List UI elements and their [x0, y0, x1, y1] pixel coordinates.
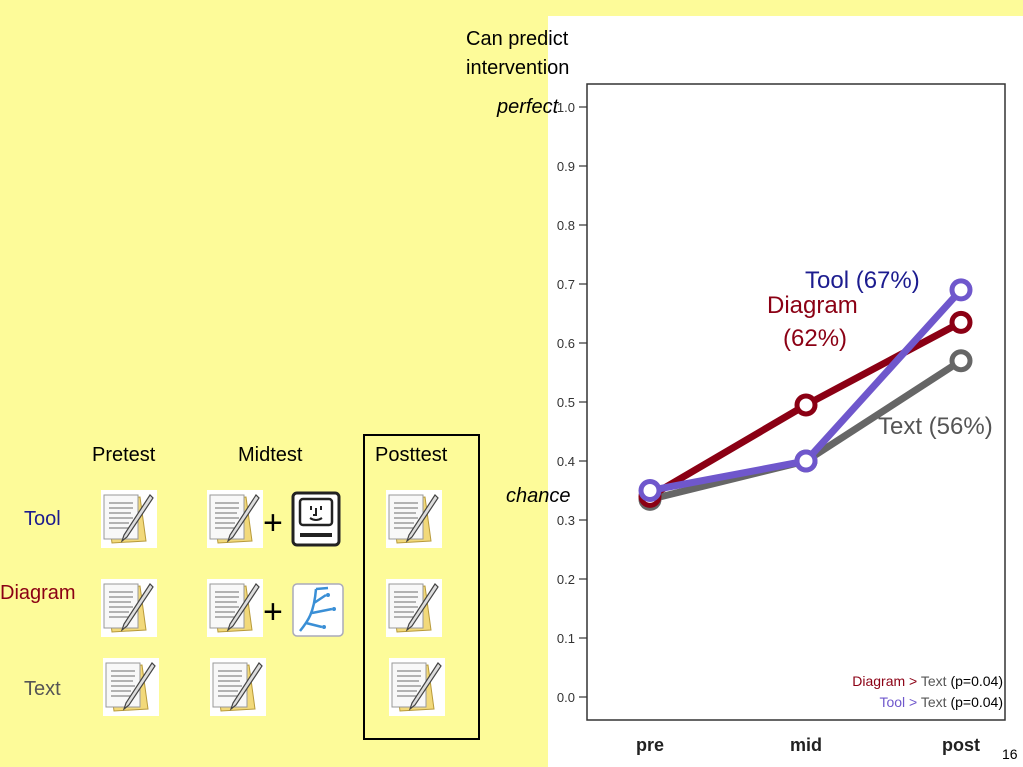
significance-note-tool: Tool > Text (p=0.04) [879, 694, 1003, 710]
y-tick-label: 0.1 [557, 631, 575, 646]
sig-diagram: Diagram [852, 673, 906, 689]
chance-annotation: chance [506, 485, 571, 507]
plus-sign-diagram: + [263, 593, 283, 631]
x-tick-label: mid [790, 735, 822, 755]
document-icon [102, 657, 160, 717]
x-tick-label: pre [636, 735, 664, 755]
data-point-tool [794, 449, 818, 473]
y-tick-label: 0.7 [557, 277, 575, 292]
y-tick-label: 0.8 [557, 218, 575, 233]
data-point-tool [638, 479, 662, 502]
y-tick-label: 0.6 [557, 336, 575, 351]
text-series-label: Text (56%) [878, 413, 993, 440]
data-point-text [949, 349, 973, 373]
midtest-header: Midtest [238, 444, 303, 466]
sig-op-2: > [905, 694, 921, 710]
diagram-series-label-line2: (62%) [783, 325, 848, 352]
document-icon [385, 489, 443, 549]
y-tick-label: 0.2 [557, 572, 575, 587]
document-icon [206, 578, 264, 638]
posttest-box [363, 434, 480, 740]
row-label-diagram: Diagram [0, 582, 76, 604]
pretest-header: Pretest [92, 444, 156, 466]
data-point-diagram [949, 310, 973, 334]
document-icon [100, 489, 158, 549]
sig-text-1: Text [920, 673, 947, 689]
significance-note-diagram: Diagram > Text (p=0.04) [852, 673, 1003, 689]
chart-panel [548, 16, 1023, 767]
diagram-icon [292, 583, 344, 637]
y-axis-label-line2: intervention [466, 57, 570, 79]
document-icon [388, 657, 446, 717]
data-point-diagram [794, 393, 818, 417]
perfect-annotation: perfect [497, 96, 559, 118]
page-number: 16 [1002, 746, 1018, 762]
y-tick-label: 0.4 [557, 454, 575, 469]
posttest-header: Posttest [375, 444, 448, 466]
y-axis-label-line1: Can predict [466, 28, 569, 50]
sig-p-1: (p=0.04) [946, 673, 1003, 689]
sig-tool: Tool [879, 694, 906, 710]
document-icon [206, 489, 264, 549]
document-icon [100, 578, 158, 638]
document-icon [385, 578, 443, 638]
y-tick-label: 0.9 [557, 159, 575, 174]
diagram-series-label-line1: Diagram [767, 292, 858, 319]
x-tick-label: post [942, 735, 980, 755]
y-tick-label: 0.5 [557, 395, 575, 410]
row-label-tool: Tool [24, 508, 61, 530]
sig-op-1: > [905, 673, 921, 689]
tool-series-label: Tool (67%) [805, 267, 920, 294]
sig-p-2: (p=0.04) [946, 694, 1003, 710]
y-tick-label: 0.3 [557, 513, 575, 528]
row-label-text: Text [24, 678, 61, 700]
data-point-tool [949, 278, 973, 302]
document-icon [209, 657, 267, 717]
plus-sign-tool: + [263, 504, 283, 542]
y-tick-label: 0.0 [557, 690, 575, 705]
y-tick-label: 1.0 [557, 100, 575, 115]
computer-icon [291, 491, 341, 547]
sig-text-2: Text [920, 694, 947, 710]
